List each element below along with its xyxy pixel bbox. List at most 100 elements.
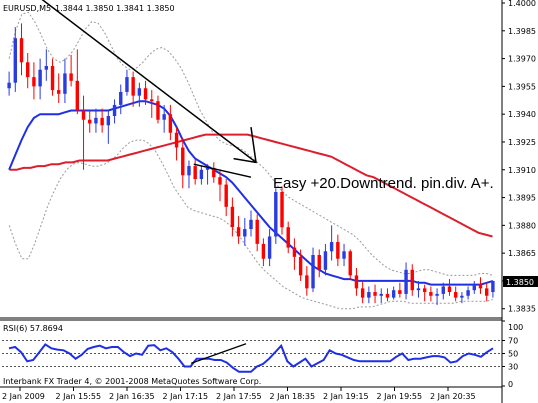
trade-annotation-text: Easy +20.Downtrend. pin.div. A+.: [273, 175, 494, 192]
candle-body: [19, 38, 24, 63]
candle: [274, 188, 278, 244]
candle-body: [106, 116, 111, 126]
candle: [112, 99, 117, 124]
candle: [26, 53, 30, 89]
candle: [137, 82, 142, 107]
bollinger-lower-line: [8, 139, 493, 310]
candle: [94, 108, 98, 133]
candle: [435, 288, 439, 306]
time-tick-label: 2 Jan 16:35: [109, 392, 155, 401]
candle: [422, 284, 427, 302]
candle-body: [249, 219, 253, 230]
candle-body: [150, 99, 154, 102]
candle-body: [472, 284, 476, 291]
candle-body: [168, 114, 173, 133]
candle-body: [205, 167, 210, 170]
candle: [57, 73, 61, 104]
candle: [478, 277, 483, 294]
candle-body: [491, 280, 495, 293]
candle-body: [174, 132, 179, 148]
time-tick-label: 2 Jan 2009: [2, 392, 45, 401]
rsi-divergence: [191, 343, 247, 364]
price-tick-label: 1.3985: [508, 27, 536, 36]
candle-body: [131, 77, 135, 96]
rsi-level-lines: [2, 340, 500, 367]
copyright-text: Interbank FX Trader 4, © 2001-2008 MetaQ…: [3, 377, 261, 386]
candle: [255, 214, 259, 252]
candle: [404, 262, 408, 300]
candle-body: [367, 292, 371, 298]
candle: [410, 264, 414, 296]
candle: [441, 282, 445, 300]
candle: [342, 243, 346, 267]
candle-body: [212, 167, 216, 178]
candle: [447, 279, 452, 296]
rsi-polyline: [8, 343, 494, 373]
candle: [311, 247, 315, 293]
candle-body: [453, 292, 458, 298]
candle-body: [26, 62, 30, 78]
time-tick-label: 2 Jan 17:15: [163, 392, 209, 401]
candle: [373, 284, 377, 304]
candle: [460, 292, 464, 304]
candle: [75, 49, 80, 115]
candle-body: [360, 288, 365, 298]
current-price-tag: 1.3850: [503, 276, 538, 287]
price-tick-label: 1.4000: [508, 0, 536, 8]
candle-body: [385, 293, 390, 298]
rsi-panel[interactable]: 100 70 50 30 0 RSI(6) 57.8694 Interbank FX T…: [0, 319, 523, 389]
candle-body: [100, 117, 104, 126]
candle: [218, 169, 222, 202]
price-tick-label: 1.3970: [508, 55, 536, 64]
candle: [292, 238, 297, 270]
candle: [174, 127, 179, 161]
candle: [267, 229, 272, 267]
ma-slow-line: [9, 133, 493, 238]
candle-body: [391, 290, 396, 298]
candle: [193, 158, 197, 185]
candle: [224, 179, 228, 217]
rsi-tick-label: 50: [508, 350, 518, 359]
candle: [286, 221, 290, 254]
candle: [379, 288, 383, 304]
candle-body: [187, 166, 191, 176]
candle: [81, 95, 86, 170]
rsi-tick-label: 100: [508, 323, 523, 332]
candle-body: [329, 242, 334, 252]
candle-body: [57, 90, 61, 94]
candle-body: [69, 73, 73, 81]
time-tick-label: 2 Jan 19:55: [377, 392, 423, 401]
candle: [156, 95, 160, 124]
candle: [69, 54, 73, 87]
candle-body: [447, 286, 452, 293]
candle: [13, 27, 18, 92]
candle-body: [7, 82, 11, 89]
candle-body: [236, 227, 241, 237]
candle: [391, 286, 396, 300]
candle-body: [193, 166, 197, 180]
candle-body: [218, 177, 222, 185]
candle: [44, 49, 49, 81]
candle: [212, 162, 216, 183]
candle-body: [478, 284, 483, 289]
candle-body: [484, 288, 489, 296]
rsi-divergence-line: [191, 343, 247, 364]
ohlc-readout: 1.3844 1.3850 1.3841 1.3850: [55, 4, 175, 13]
candle-body: [298, 256, 303, 276]
candle: [416, 280, 421, 298]
candle: [63, 58, 67, 104]
symbol-timeframe: EURUSD,M5: [3, 4, 51, 13]
candle: [348, 249, 352, 280]
candle-body: [305, 275, 309, 289]
price-tick-label: 1.3880: [508, 221, 536, 230]
candle: [360, 280, 365, 304]
candle: [453, 286, 458, 302]
candle: [143, 80, 148, 105]
candle-body: [311, 255, 315, 289]
candle-body: [379, 293, 383, 296]
candle: [385, 288, 390, 302]
candle-body: [422, 288, 427, 293]
rsi-axis: 100 70 50 30 0: [502, 320, 523, 389]
